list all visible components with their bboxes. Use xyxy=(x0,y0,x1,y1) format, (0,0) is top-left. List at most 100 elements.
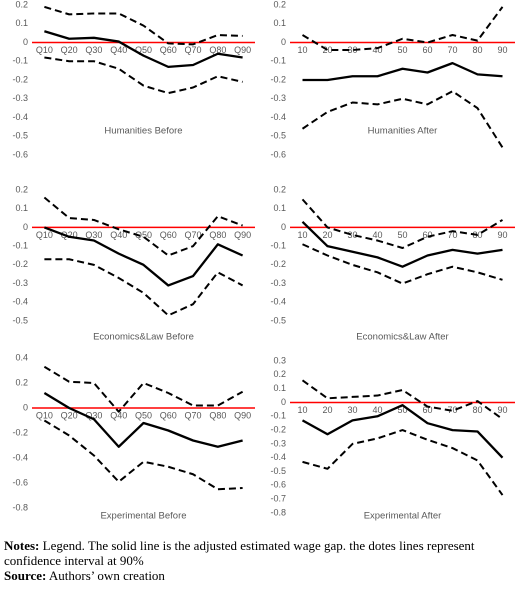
y-tick-label: -0.5 xyxy=(12,131,28,141)
x-tick-label: Q20 xyxy=(61,410,78,420)
y-tick-label: 0.2 xyxy=(15,184,28,194)
chart: 0.2 0.1 0 -0.1 -0.2 -0.3 -0.4 -0.5 Q10 Q20 Q30 Q40 Q… xyxy=(12,184,255,343)
series-line xyxy=(43,419,243,491)
y-tick-label: -0.2 xyxy=(270,424,286,434)
source-label: Source: xyxy=(4,568,47,583)
series-line xyxy=(301,220,503,268)
chart: 0.2 0.1 0 -0.1 -0.2 -0.3 -0.4 -0.5 10 20 30 40 50 60 7… xyxy=(270,184,515,343)
x-tick-label: 30 xyxy=(347,45,357,55)
x-tick-label: 60 xyxy=(422,405,432,415)
y-tick-label: -0.4 xyxy=(12,297,28,307)
x-tick-label: Q30 xyxy=(85,45,102,55)
y-tick-label: 0.1 xyxy=(15,18,28,28)
y-tick-label: -0.8 xyxy=(12,502,28,512)
series-line xyxy=(44,5,243,46)
y-tick-label: 0 xyxy=(281,222,286,232)
y-tick-label: -0.1 xyxy=(270,56,286,66)
series-line xyxy=(43,226,244,287)
chart-title: Experimental Before xyxy=(100,511,186,522)
y-tick-label: -0.5 xyxy=(270,315,286,325)
x-tick-label: 20 xyxy=(322,230,332,240)
y-tick-label: -0.8 xyxy=(270,507,286,517)
y-tick-label: -0.6 xyxy=(270,149,286,159)
y-tick-label: 0.1 xyxy=(273,383,286,393)
x-tick-label: 70 xyxy=(447,45,457,55)
x-tick-label: Q90 xyxy=(234,410,251,420)
y-tick-label: -0.3 xyxy=(270,438,286,448)
series-line xyxy=(302,61,503,82)
chart: 0.2 0.1 0 -0.1 -0.2 -0.3 -0.4 -0.5 -0.6 Q10 Q20 Q30… xyxy=(12,0,255,159)
x-tick-label: Q70 xyxy=(185,230,202,240)
x-tick-label: Q80 xyxy=(209,410,226,420)
y-tick-label: -0.4 xyxy=(270,112,286,122)
chart-title: Humanities Before xyxy=(104,126,182,137)
x-tick-label: Q50 xyxy=(135,230,152,240)
x-tick-label: 90 xyxy=(497,45,507,55)
y-tick-label: -0.1 xyxy=(12,241,28,251)
chart-title: Economics&Law Before xyxy=(93,332,194,343)
x-tick-label: Q60 xyxy=(160,410,177,420)
y-tick-label: -0.4 xyxy=(270,452,286,462)
x-tick-label: Q80 xyxy=(209,45,226,55)
series-line xyxy=(44,258,244,317)
y-tick-label: -0.5 xyxy=(270,466,286,476)
series-line xyxy=(302,429,504,496)
notes-text: Legend. The solid line is the adjusted e… xyxy=(4,538,475,568)
x-tick-label: Q40 xyxy=(110,230,127,240)
y-tick-label: 0 xyxy=(23,37,28,47)
x-tick-label: 50 xyxy=(397,405,407,415)
x-tick-label: Q30 xyxy=(85,410,102,420)
y-tick-label: 0.2 xyxy=(15,377,28,387)
x-tick-label: 20 xyxy=(322,45,332,55)
x-tick-label: 70 xyxy=(447,230,457,240)
x-tick-label: Q50 xyxy=(135,45,152,55)
y-tick-label: -0.1 xyxy=(12,56,28,66)
series-line xyxy=(301,6,504,51)
y-tick-label: -0.2 xyxy=(12,427,28,437)
x-tick-label: Q30 xyxy=(85,230,102,240)
y-tick-label: 0 xyxy=(23,222,28,232)
x-tick-label: Q90 xyxy=(234,45,251,55)
chart-title: Economics&Law After xyxy=(356,332,448,343)
series-line xyxy=(301,90,504,149)
x-tick-label: 40 xyxy=(372,45,382,55)
x-tick-label: 40 xyxy=(372,405,382,415)
x-tick-label: 10 xyxy=(297,405,307,415)
y-tick-label: 0.2 xyxy=(15,0,28,9)
y-tick-label: 0.4 xyxy=(15,352,28,362)
y-tick-label: -0.2 xyxy=(12,74,28,84)
x-tick-label: 20 xyxy=(322,405,332,415)
x-tick-label: 50 xyxy=(397,230,407,240)
x-tick-label: Q80 xyxy=(209,230,226,240)
chart: 0.2 0.1 0 -0.1 -0.2 -0.3 -0.4 -0.5 -0.6 10 20 30 40 5… xyxy=(270,0,515,159)
source-text: Authors’ own creation xyxy=(48,568,165,583)
x-tick-label: 60 xyxy=(422,230,432,240)
y-tick-label: 0.1 xyxy=(273,203,286,213)
y-tick-label: -0.4 xyxy=(270,297,286,307)
y-tick-label: -0.3 xyxy=(12,278,28,288)
y-tick-label: -0.2 xyxy=(270,259,286,269)
series-line xyxy=(43,392,243,448)
series-line xyxy=(301,404,504,459)
y-tick-label: -0.7 xyxy=(270,494,286,504)
x-tick-label: Q10 xyxy=(36,230,53,240)
y-tick-label: -0.4 xyxy=(12,112,28,122)
series-line xyxy=(301,379,504,420)
series-line xyxy=(43,196,243,257)
x-tick-label: 70 xyxy=(447,405,457,415)
x-tick-label: Q20 xyxy=(61,45,78,55)
x-tick-label: 90 xyxy=(497,230,507,240)
series-line xyxy=(44,56,243,95)
x-tick-label: 40 xyxy=(372,230,382,240)
x-tick-label: 60 xyxy=(422,45,432,55)
y-tick-label: -0.3 xyxy=(270,278,286,288)
y-tick-label: 0 xyxy=(281,397,286,407)
y-tick-label: -0.4 xyxy=(12,452,28,462)
y-tick-label: -0.6 xyxy=(12,149,28,159)
y-tick-label: -0.2 xyxy=(270,74,286,84)
y-tick-label: 0.3 xyxy=(273,355,286,365)
x-tick-label: Q60 xyxy=(160,45,177,55)
x-tick-label: Q10 xyxy=(36,410,53,420)
x-tick-label: 30 xyxy=(347,230,357,240)
